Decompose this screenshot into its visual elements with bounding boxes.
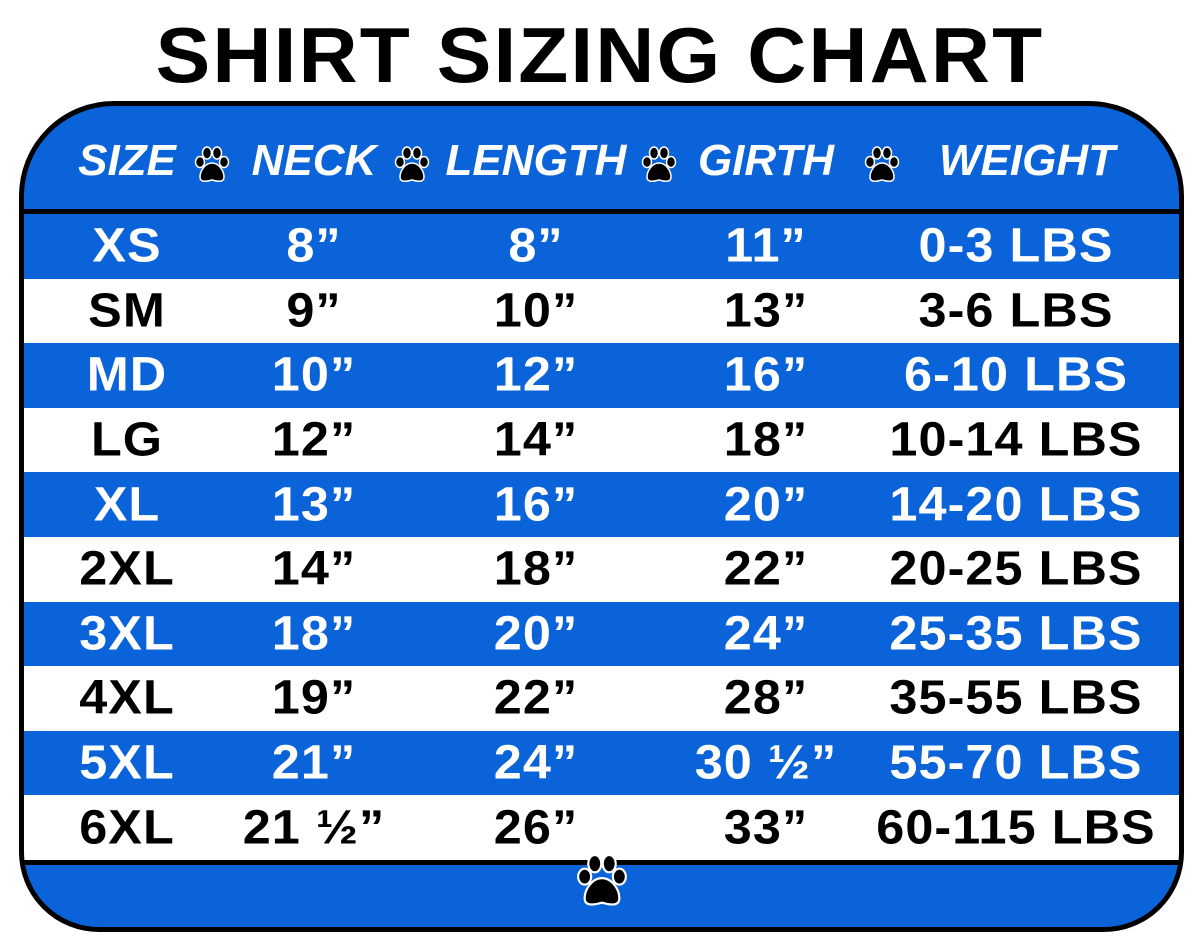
cell-girth: 20” [723, 478, 809, 532]
cell-length: 20” [493, 607, 579, 661]
header-length: LENGTH [445, 136, 627, 185]
cell-weight: 0-3 LBS [918, 219, 1114, 273]
cell-neck: 21” [271, 736, 357, 790]
cell-girth: 13” [723, 284, 809, 338]
cell-length: 24” [493, 736, 579, 790]
header-size: SIZE [78, 136, 176, 185]
table-row: SM 9” 10” 13” 3-6 LBS [24, 278, 1179, 344]
cell-neck: 14” [271, 542, 357, 596]
cell-size: LG [90, 413, 164, 467]
cell-length: 18” [493, 542, 579, 596]
table-row: 5XL 21” 24” 30 ½” 55-70 LBS [24, 730, 1179, 796]
header-girth: GIRTH [697, 136, 835, 185]
cell-weight: 6-10 LBS [903, 348, 1129, 402]
cell-neck: 10” [271, 348, 357, 402]
cell-neck: 12” [271, 413, 357, 467]
cell-length: 22” [493, 671, 579, 725]
paw-print-icon [576, 853, 627, 906]
table-row: 4XL 19” 22” 28” 35-55 LBS [24, 666, 1179, 731]
cell-girth: 30 ½” [694, 736, 838, 790]
cell-girth: 28” [723, 671, 809, 725]
cell-neck: 19” [271, 671, 357, 725]
cell-size: MD [86, 348, 168, 402]
paw-print-icon [641, 146, 677, 182]
table-row: LG 12” 14” 18” 10-14 LBS [24, 407, 1179, 473]
table-row: 3XL 18” 20” 24” 25-35 LBS [24, 601, 1179, 667]
cell-weight: 25-35 LBS [889, 607, 1143, 661]
paw-print-icon [194, 146, 230, 182]
table-row: 6XL 21 ½” 26” 33” 60-115 LBS [24, 795, 1179, 860]
cell-neck: 13” [271, 478, 357, 532]
cell-neck: 21 ½” [242, 801, 386, 855]
cell-length: 8” [508, 219, 564, 273]
cell-girth: 24” [723, 607, 809, 661]
cell-girth: 16” [723, 348, 809, 402]
cell-weight: 14-20 LBS [889, 478, 1143, 532]
cell-size: 5XL [79, 736, 175, 790]
page-title: SHIRT SIZING CHART [155, 11, 1045, 99]
cell-weight: 3-6 LBS [918, 284, 1114, 338]
cell-length: 10” [493, 284, 579, 338]
cell-size: XL [93, 478, 161, 532]
table-row: XS 8” 8” 11” 0-3 LBS [24, 214, 1179, 279]
cell-size: 3XL [79, 607, 175, 661]
cell-girth: 22” [723, 542, 809, 596]
table-row: 2XL 14” 18” 22” 20-25 LBS [24, 536, 1179, 602]
cell-neck: 8” [286, 219, 342, 273]
cell-size: 4XL [79, 671, 175, 725]
paw-print-icon [864, 146, 900, 182]
cell-length: 12” [493, 348, 579, 402]
cell-length: 16” [493, 478, 579, 532]
cell-length: 26” [493, 801, 579, 855]
cell-size: 2XL [79, 542, 175, 596]
cell-girth: 18” [723, 413, 809, 467]
cell-size: 6XL [79, 801, 175, 855]
cell-length: 14” [493, 413, 579, 467]
cell-size: SM [88, 284, 166, 338]
sizing-table: SIZE NECK LENGTH GIRTH WEIGHT XS 8” 8” 11” 0… [19, 101, 1184, 932]
paw-print-icon [394, 146, 430, 182]
table-header: SIZE NECK LENGTH GIRTH WEIGHT [24, 106, 1179, 209]
table-body: XS 8” 8” 11” 0-3 LBS SM 9” 10” 13” 3-6 LBS MD 10” 12… [24, 209, 1179, 865]
cell-neck: 9” [286, 284, 342, 338]
cell-neck: 18” [271, 607, 357, 661]
cell-weight: 55-70 LBS [889, 736, 1143, 790]
table-row: MD 10” 12” 16” 6-10 LBS [24, 343, 1179, 408]
header-weight: WEIGHT [939, 136, 1115, 185]
cell-weight: 10-14 LBS [889, 413, 1143, 467]
cell-girth: 33” [723, 801, 809, 855]
cell-weight: 60-115 LBS [876, 801, 1156, 855]
header-neck: NECK [251, 136, 377, 185]
cell-size: XS [92, 219, 162, 273]
cell-girth: 11” [725, 219, 807, 273]
cell-weight: 20-25 LBS [889, 542, 1143, 596]
cell-weight: 35-55 LBS [889, 671, 1143, 725]
table-row: XL 13” 16” 20” 14-20 LBS [24, 472, 1179, 537]
